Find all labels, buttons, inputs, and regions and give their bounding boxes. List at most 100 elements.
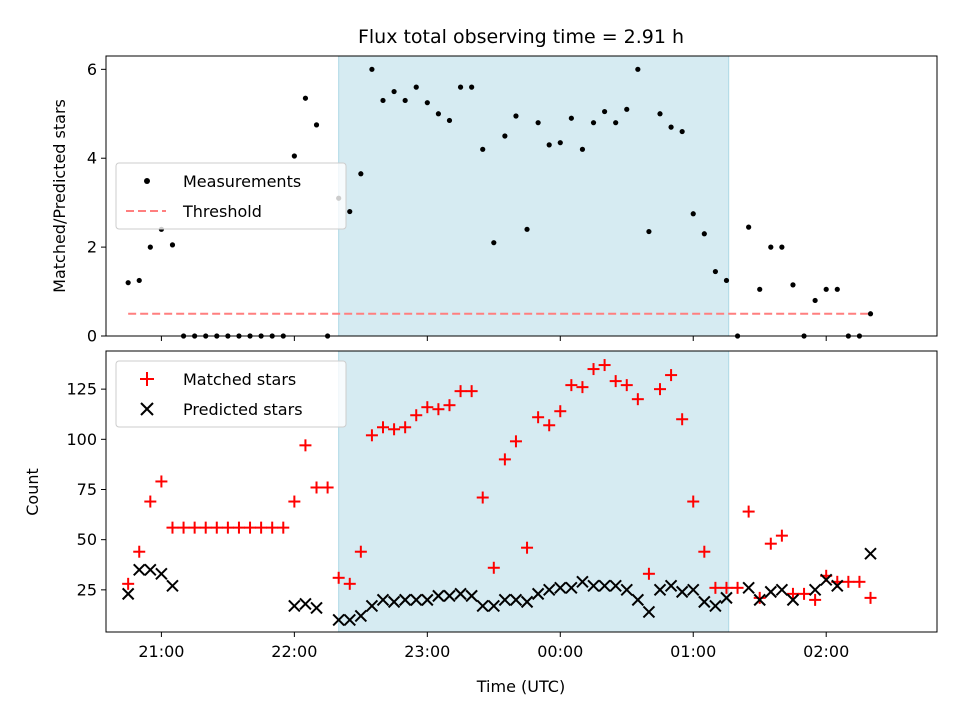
matched-stars-point <box>421 401 434 414</box>
measurement-point <box>125 280 131 286</box>
measurement-point <box>469 84 475 90</box>
measurement-point <box>358 171 364 177</box>
x-tick-label: 02:00 <box>803 642 849 661</box>
measurement-point <box>635 66 641 72</box>
predicted-stars-point <box>576 575 589 589</box>
matched-stars-point <box>388 423 401 436</box>
matched-stars-point <box>432 403 445 416</box>
measurement-point <box>812 297 818 304</box>
matched-stars-point <box>676 413 689 426</box>
matched-stars-point <box>609 375 622 388</box>
measurement-point <box>147 244 153 250</box>
measurement-point <box>779 244 785 250</box>
predicted-stars-point <box>775 583 789 597</box>
matched-stars-point <box>842 575 855 588</box>
predicted-stars-point <box>343 613 356 627</box>
measurement-point <box>746 224 752 230</box>
predicted-stars-point <box>443 589 456 603</box>
predicted-stars-point <box>720 591 733 605</box>
matched-stars-point <box>476 491 489 504</box>
x-tick-label: 21:00 <box>138 642 184 661</box>
predicted-stars-legend-marker <box>140 402 154 416</box>
predicted-stars-point <box>808 583 822 597</box>
predicted-stars-point <box>542 583 556 597</box>
matched-stars-point <box>144 495 157 508</box>
matched-stars-point <box>620 379 633 392</box>
matched-stars-point <box>543 419 556 432</box>
matched-stars-point <box>365 429 378 442</box>
predicted-stars-point <box>387 595 401 609</box>
predicted-stars-point <box>166 579 179 593</box>
measurements-legend-label: Measurements <box>183 172 301 191</box>
matched-stars-point <box>731 581 744 594</box>
matched-stars-point <box>509 435 522 448</box>
matched-stars-point <box>122 577 135 590</box>
bottom-x-axis: 21:00 22:00 23:00 00:00 01:00 02:00 <box>138 632 849 661</box>
predicted-stars-point <box>753 593 766 607</box>
x-axis-label: Time (UTC) <box>476 677 565 696</box>
predicted-stars-point <box>598 579 611 593</box>
predicted-stars-point <box>133 563 146 576</box>
predicted-stars-point <box>709 599 722 613</box>
measurement-point <box>424 100 430 106</box>
matched-stars-point <box>598 359 611 372</box>
measurement-point <box>679 128 685 135</box>
top-panel: 0 2 4 6 Matched/Predicted stars Measurement… <box>50 55 938 346</box>
predicted-stars-point <box>354 609 368 623</box>
matched-stars-legend-label: Matched stars <box>183 370 296 389</box>
y-tick-label: 6 <box>87 60 97 79</box>
matched-stars-point <box>853 575 866 588</box>
measurement-point <box>291 153 297 159</box>
measurement-point <box>524 226 530 232</box>
y-tick-label: 4 <box>87 149 97 168</box>
predicted-stars-point <box>554 581 567 595</box>
top-legend: Measurements Threshold <box>115 162 347 230</box>
matched-stars-point <box>310 481 323 494</box>
matched-stars-point <box>177 521 190 534</box>
top-x-ticks <box>160 336 827 341</box>
y-tick-label: 75 <box>77 480 97 499</box>
matched-stars-point <box>232 521 245 534</box>
matched-stars-point <box>687 495 700 508</box>
predicted-stars-point <box>509 593 523 607</box>
predicted-stars-point <box>587 579 600 593</box>
predicted-stars-point <box>144 563 157 576</box>
predicted-stars-point <box>620 583 633 597</box>
predicted-stars-point <box>432 589 445 603</box>
top-y-axis: 0 2 4 6 <box>87 60 106 346</box>
measurement-point <box>435 111 441 117</box>
x-tick-label: 01:00 <box>670 642 716 661</box>
matched-stars-point <box>443 399 456 412</box>
matched-stars-point <box>565 379 578 392</box>
predicted-stars-point <box>410 593 423 607</box>
matched-stars-point <box>631 393 644 406</box>
top-plot-frame <box>105 55 938 337</box>
matched-stars-point <box>775 529 788 542</box>
measurement-point <box>557 140 563 146</box>
y-tick-label: 25 <box>77 580 97 599</box>
predicted-stars-point <box>831 579 844 593</box>
predicted-stars-point <box>786 593 800 607</box>
predicted-stars-series <box>121 547 877 627</box>
matched-stars-point <box>354 545 367 558</box>
predicted-stars-point <box>764 585 778 599</box>
bottom-plot-frame <box>105 350 938 633</box>
measurement-point <box>712 268 719 275</box>
predicted-stars-point <box>687 583 700 597</box>
predicted-stars-point <box>642 605 656 619</box>
measurement-point <box>380 97 386 104</box>
matched-stars-point <box>809 593 822 606</box>
predicted-stars-point <box>421 593 434 607</box>
matched-stars-point <box>798 587 811 600</box>
bottom-panel: 25 50 75 100 125 21:00 22:00 23:00 00:00 01:00 02… <box>23 350 938 696</box>
predicted-stars-point <box>609 579 622 593</box>
x-tick-label: 22:00 <box>271 642 317 661</box>
measurement-point <box>391 88 397 95</box>
measurement-point <box>590 120 597 126</box>
measurement-point <box>690 211 696 217</box>
measurement-point <box>457 84 464 90</box>
predicted-stars-point <box>376 593 390 607</box>
observing-window-top <box>338 55 730 337</box>
matched-stars-point <box>332 571 345 584</box>
matched-stars-point <box>642 567 655 580</box>
